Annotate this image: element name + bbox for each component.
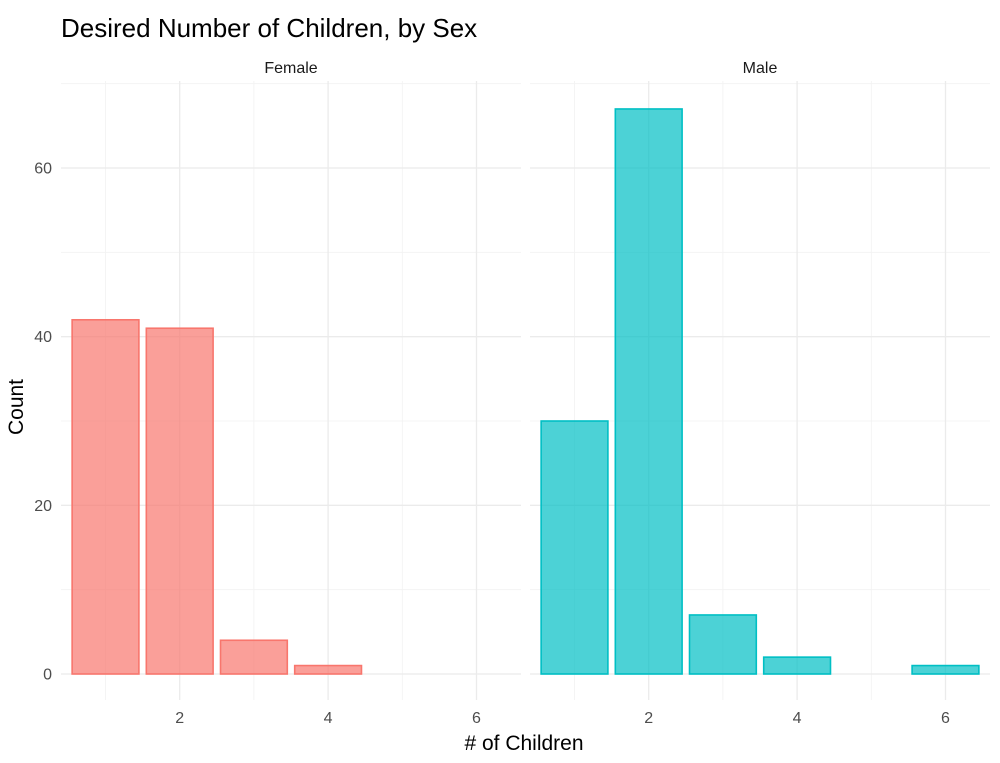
bar (293, 664, 363, 675)
bar (614, 108, 683, 675)
y-tick-label: 40 (34, 329, 52, 346)
facet-panel-male: Male 2 4 6 (530, 60, 990, 727)
chart-title: Desired Number of Children, by Sex (61, 13, 477, 43)
facet-panels: Female 2 4 6 Male 2 4 6 (61, 60, 990, 727)
x-tick-label: 6 (472, 710, 481, 727)
x-tick-label: 4 (324, 710, 333, 727)
facet-panel-female: Female 2 4 6 (61, 60, 521, 727)
y-tick-label: 0 (43, 667, 52, 684)
y-tick-label: 20 (34, 498, 52, 515)
bar (71, 318, 140, 675)
x-tick-label: 2 (644, 710, 653, 727)
y-tick-label: 60 (34, 161, 52, 178)
bar (911, 664, 980, 675)
x-axis-title: # of Children (464, 732, 583, 755)
x-tick-label: 6 (941, 710, 950, 727)
x-tick-label: 2 (175, 710, 184, 727)
bar (762, 656, 832, 675)
y-axis: 0 20 40 60 (34, 161, 52, 684)
bar (688, 614, 758, 675)
facet-label: Female (264, 60, 317, 77)
bar (540, 420, 609, 675)
x-tick-label: 4 (793, 710, 802, 727)
y-axis-title: Count (5, 379, 28, 435)
bar (219, 639, 289, 675)
facet-label: Male (743, 60, 778, 77)
bar (145, 327, 214, 675)
